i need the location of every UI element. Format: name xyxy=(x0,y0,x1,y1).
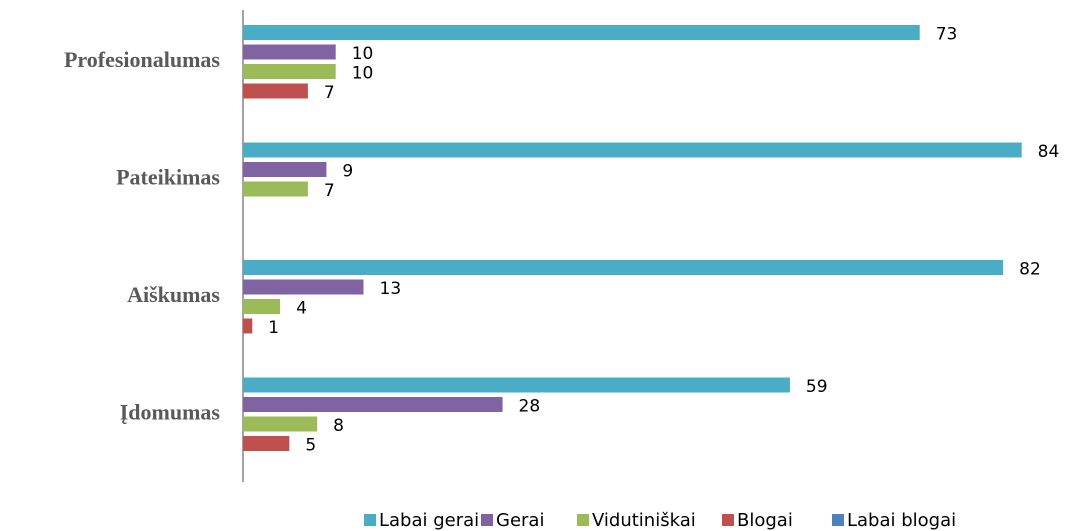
value-label: 7 xyxy=(324,83,335,103)
bar xyxy=(243,260,1004,275)
bar xyxy=(243,64,336,79)
category-label: Profesionalumas xyxy=(64,47,220,72)
value-label: 7 xyxy=(324,181,335,201)
bar xyxy=(243,142,1022,158)
bar xyxy=(243,181,308,197)
value-label: 10 xyxy=(352,64,374,84)
legend-swatch xyxy=(722,514,734,526)
category-label: Aiškumas xyxy=(127,282,220,307)
legend-swatch xyxy=(577,514,589,526)
value-label: 84 xyxy=(1038,142,1060,162)
value-label: 13 xyxy=(380,279,402,299)
legend-swatch xyxy=(481,514,493,526)
value-label: 4 xyxy=(296,299,307,319)
category-label: Pateikimas xyxy=(116,165,220,190)
value-label: 8 xyxy=(333,416,344,436)
legend-label: Blogai xyxy=(737,510,793,531)
bar xyxy=(243,162,327,177)
value-label: 73 xyxy=(936,25,958,45)
bar xyxy=(243,416,318,432)
legend-label: Vidutiniškai xyxy=(592,510,696,531)
bar xyxy=(243,318,253,334)
bar xyxy=(243,44,336,60)
bar xyxy=(243,299,281,314)
category-label: Įdomumas xyxy=(120,400,221,425)
value-label: 1 xyxy=(268,318,279,338)
value-label: 28 xyxy=(519,397,541,417)
legend-label: Labai gerai xyxy=(379,510,479,531)
bar xyxy=(243,83,308,99)
value-label: 9 xyxy=(342,162,353,182)
legend-swatch xyxy=(832,514,844,526)
value-label: 59 xyxy=(806,377,828,397)
legend-label: Gerai xyxy=(496,510,544,531)
bar xyxy=(243,377,790,393)
value-label: 5 xyxy=(305,436,316,456)
bar xyxy=(243,397,503,412)
value-label: 10 xyxy=(352,44,374,64)
bar xyxy=(243,25,920,40)
bar xyxy=(243,279,364,295)
value-label: 82 xyxy=(1019,260,1041,280)
bar xyxy=(243,436,290,451)
legend-label: Labai blogai xyxy=(847,510,956,531)
legend-swatch xyxy=(364,514,376,526)
